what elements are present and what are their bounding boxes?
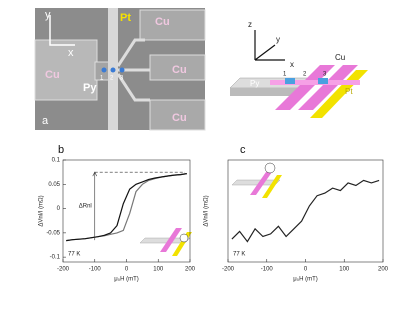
axis-letter: y: [276, 35, 280, 44]
material-label: Py: [250, 79, 259, 88]
material-label: Py: [83, 82, 97, 94]
axis-letter: z: [248, 20, 252, 29]
axis-letter: y: [45, 9, 51, 21]
annotation-label: ΔRnl: [79, 204, 92, 210]
x-axis-label: μ₀H (mT): [293, 277, 318, 283]
contact-label: 2: [110, 76, 114, 82]
material-label: Pt: [345, 87, 353, 96]
material-label: Cu: [172, 112, 187, 124]
y-tick-label: -0.1: [50, 255, 61, 261]
panel-label: b: [58, 144, 64, 156]
x-tick-label: -100: [89, 267, 102, 273]
x-tick-label: 100: [339, 267, 350, 273]
material-label: Pt: [120, 12, 131, 24]
temperature-label: 77 K: [233, 252, 245, 258]
x-tick-label: 0: [125, 267, 129, 273]
panel-label: a: [42, 115, 49, 127]
data-line: [231, 179, 380, 243]
contact-label: 3: [120, 76, 124, 82]
x-tick-label: -200: [57, 267, 70, 273]
temperature-label: 77 K: [68, 252, 80, 258]
x-tick-label: -100: [261, 267, 274, 273]
x-tick-label: 200: [185, 267, 196, 273]
plot-frame: [227, 159, 384, 263]
x-tick-label: 200: [378, 267, 389, 273]
y-tick-label: -0.05: [46, 230, 60, 236]
x-tick-label: 0: [304, 267, 308, 273]
contact-label: 1: [100, 76, 104, 82]
arrow-head: [92, 171, 98, 177]
material-label: Cu: [172, 64, 187, 76]
y-tick-label: 0: [57, 206, 61, 212]
contact-label: 2: [303, 72, 307, 78]
y-axis-label: ΔVnl/I (mΩ): [204, 195, 210, 226]
x-tick-label: 100: [153, 267, 164, 273]
panel-label: c: [240, 144, 246, 156]
device-diagram: [229, 30, 368, 118]
y-tick-label: 0.05: [48, 182, 60, 188]
contact-label: 3: [323, 72, 327, 78]
axis-letter: x: [68, 47, 74, 59]
sem-image: [34, 8, 206, 131]
x-axis-label: μ₀H (mT): [114, 277, 139, 283]
y-tick-label: 0.1: [52, 158, 61, 164]
material-label: Cu: [45, 69, 60, 81]
inset-c: [231, 162, 282, 198]
data-line: [66, 173, 187, 242]
axis-letter: x: [290, 60, 294, 69]
material-label: Cu: [155, 16, 170, 28]
inset-b: [139, 228, 192, 256]
material-label: Cu: [335, 53, 345, 62]
contact-label: 1: [283, 72, 287, 78]
x-tick-label: -200: [222, 267, 235, 273]
y-axis-label: ΔVnl/I (mΩ): [39, 195, 45, 226]
